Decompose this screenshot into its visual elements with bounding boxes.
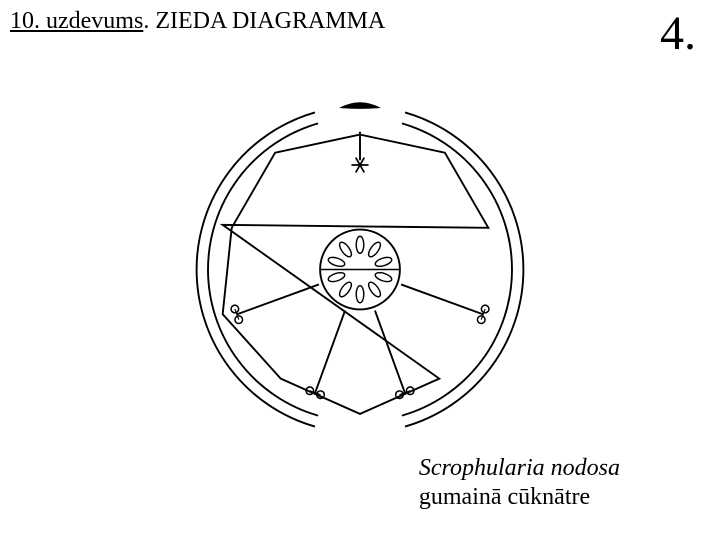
title-rest: . ZIEDA DIAGRAMMA <box>143 8 385 34</box>
caption-common: gumainā cūknātre <box>419 483 620 512</box>
page-number: 4. <box>660 6 696 61</box>
floral-diagram <box>170 70 550 450</box>
header: 10. uzdevums. ZIEDA DIAGRAMMA <box>10 8 385 35</box>
caption: Scrophularia nodosa gumainā cūknātre <box>419 454 620 512</box>
floral-diagram-svg <box>170 70 550 450</box>
caption-latin: Scrophularia nodosa <box>419 454 620 483</box>
task-label: 10. uzdevums <box>10 8 143 34</box>
